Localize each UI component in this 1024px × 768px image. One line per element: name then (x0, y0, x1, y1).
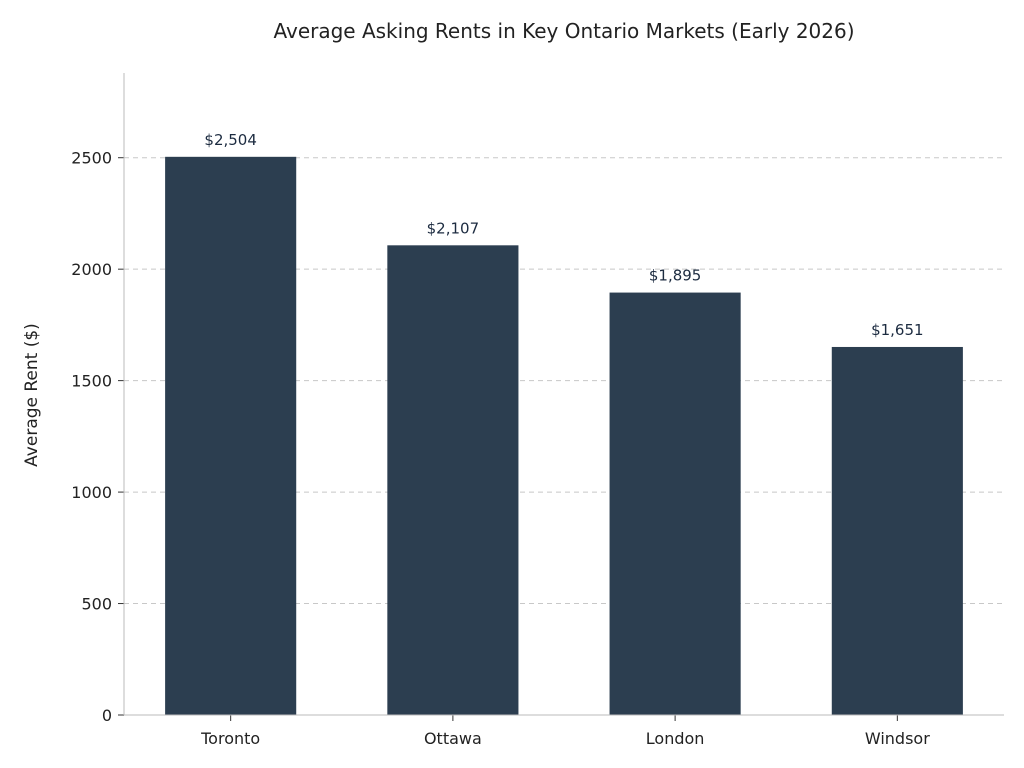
data-label: $2,504 (204, 131, 257, 149)
data-label: $1,651 (871, 321, 924, 339)
bar-ottawa (387, 245, 519, 716)
x-tick-label: Ottawa (424, 729, 482, 748)
y-axis-title: Average Rent ($) (22, 323, 42, 467)
y-tick-label: 1000 (71, 483, 112, 502)
x-tick-label: Windsor (865, 729, 930, 748)
y-tick-label: 2500 (71, 149, 112, 168)
chart-title: Average Asking Rents in Key Ontario Mark… (273, 19, 854, 43)
y-tick-label: 1500 (71, 372, 112, 391)
bar-london (609, 292, 741, 715)
x-tick-label: London (646, 729, 705, 748)
x-tick-label: Toronto (200, 729, 260, 748)
y-tick-label: 0 (102, 706, 112, 725)
y-tick-label: 500 (81, 595, 112, 614)
bar-windsor (831, 346, 963, 715)
data-label: $1,895 (649, 267, 702, 285)
data-label: $2,107 (427, 219, 480, 237)
bar-toronto (165, 156, 297, 716)
y-tick-label: 2000 (71, 260, 112, 279)
